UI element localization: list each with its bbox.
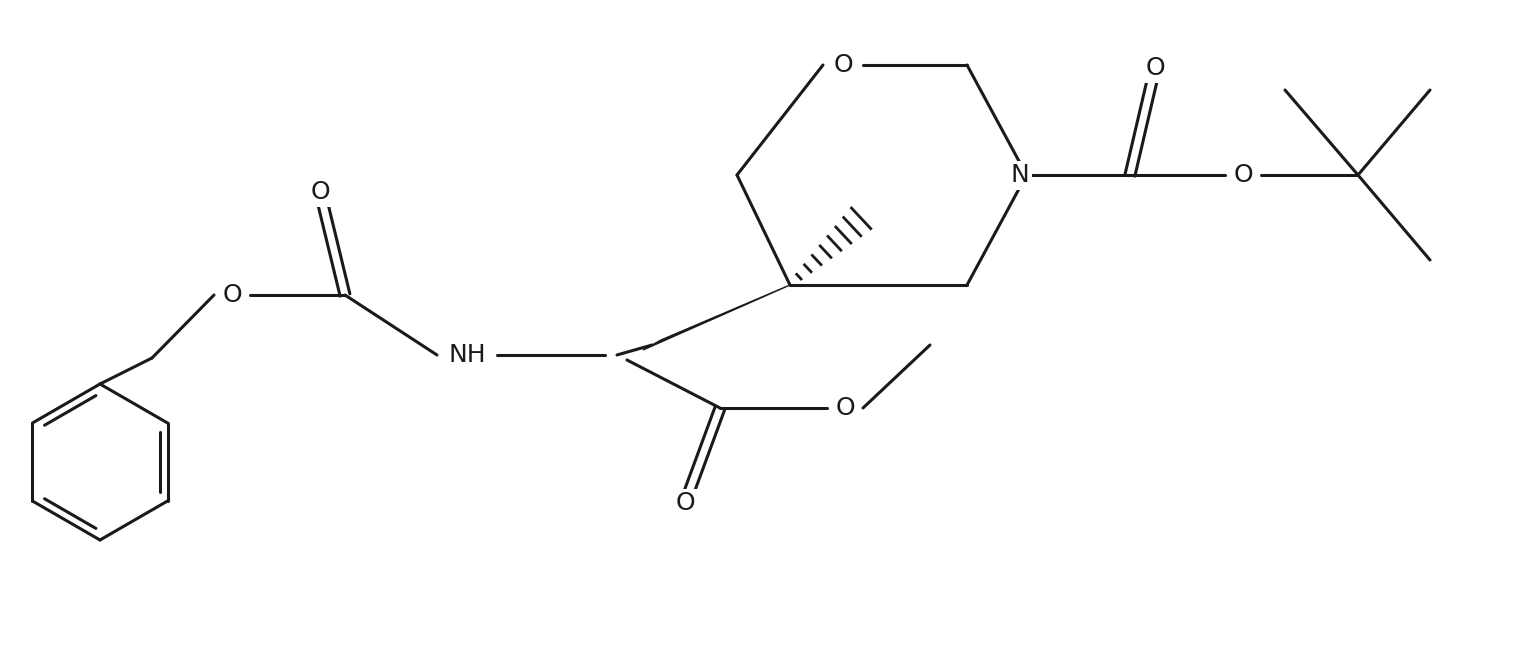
Text: O: O [1146, 56, 1164, 80]
Text: O: O [1233, 163, 1253, 187]
Text: O: O [676, 491, 694, 515]
Text: O: O [833, 53, 852, 77]
Text: O: O [310, 180, 330, 204]
Polygon shape [644, 285, 790, 350]
Text: NH: NH [449, 343, 485, 367]
Text: O: O [223, 283, 241, 307]
Text: O: O [836, 396, 856, 420]
Text: N: N [1011, 163, 1029, 187]
